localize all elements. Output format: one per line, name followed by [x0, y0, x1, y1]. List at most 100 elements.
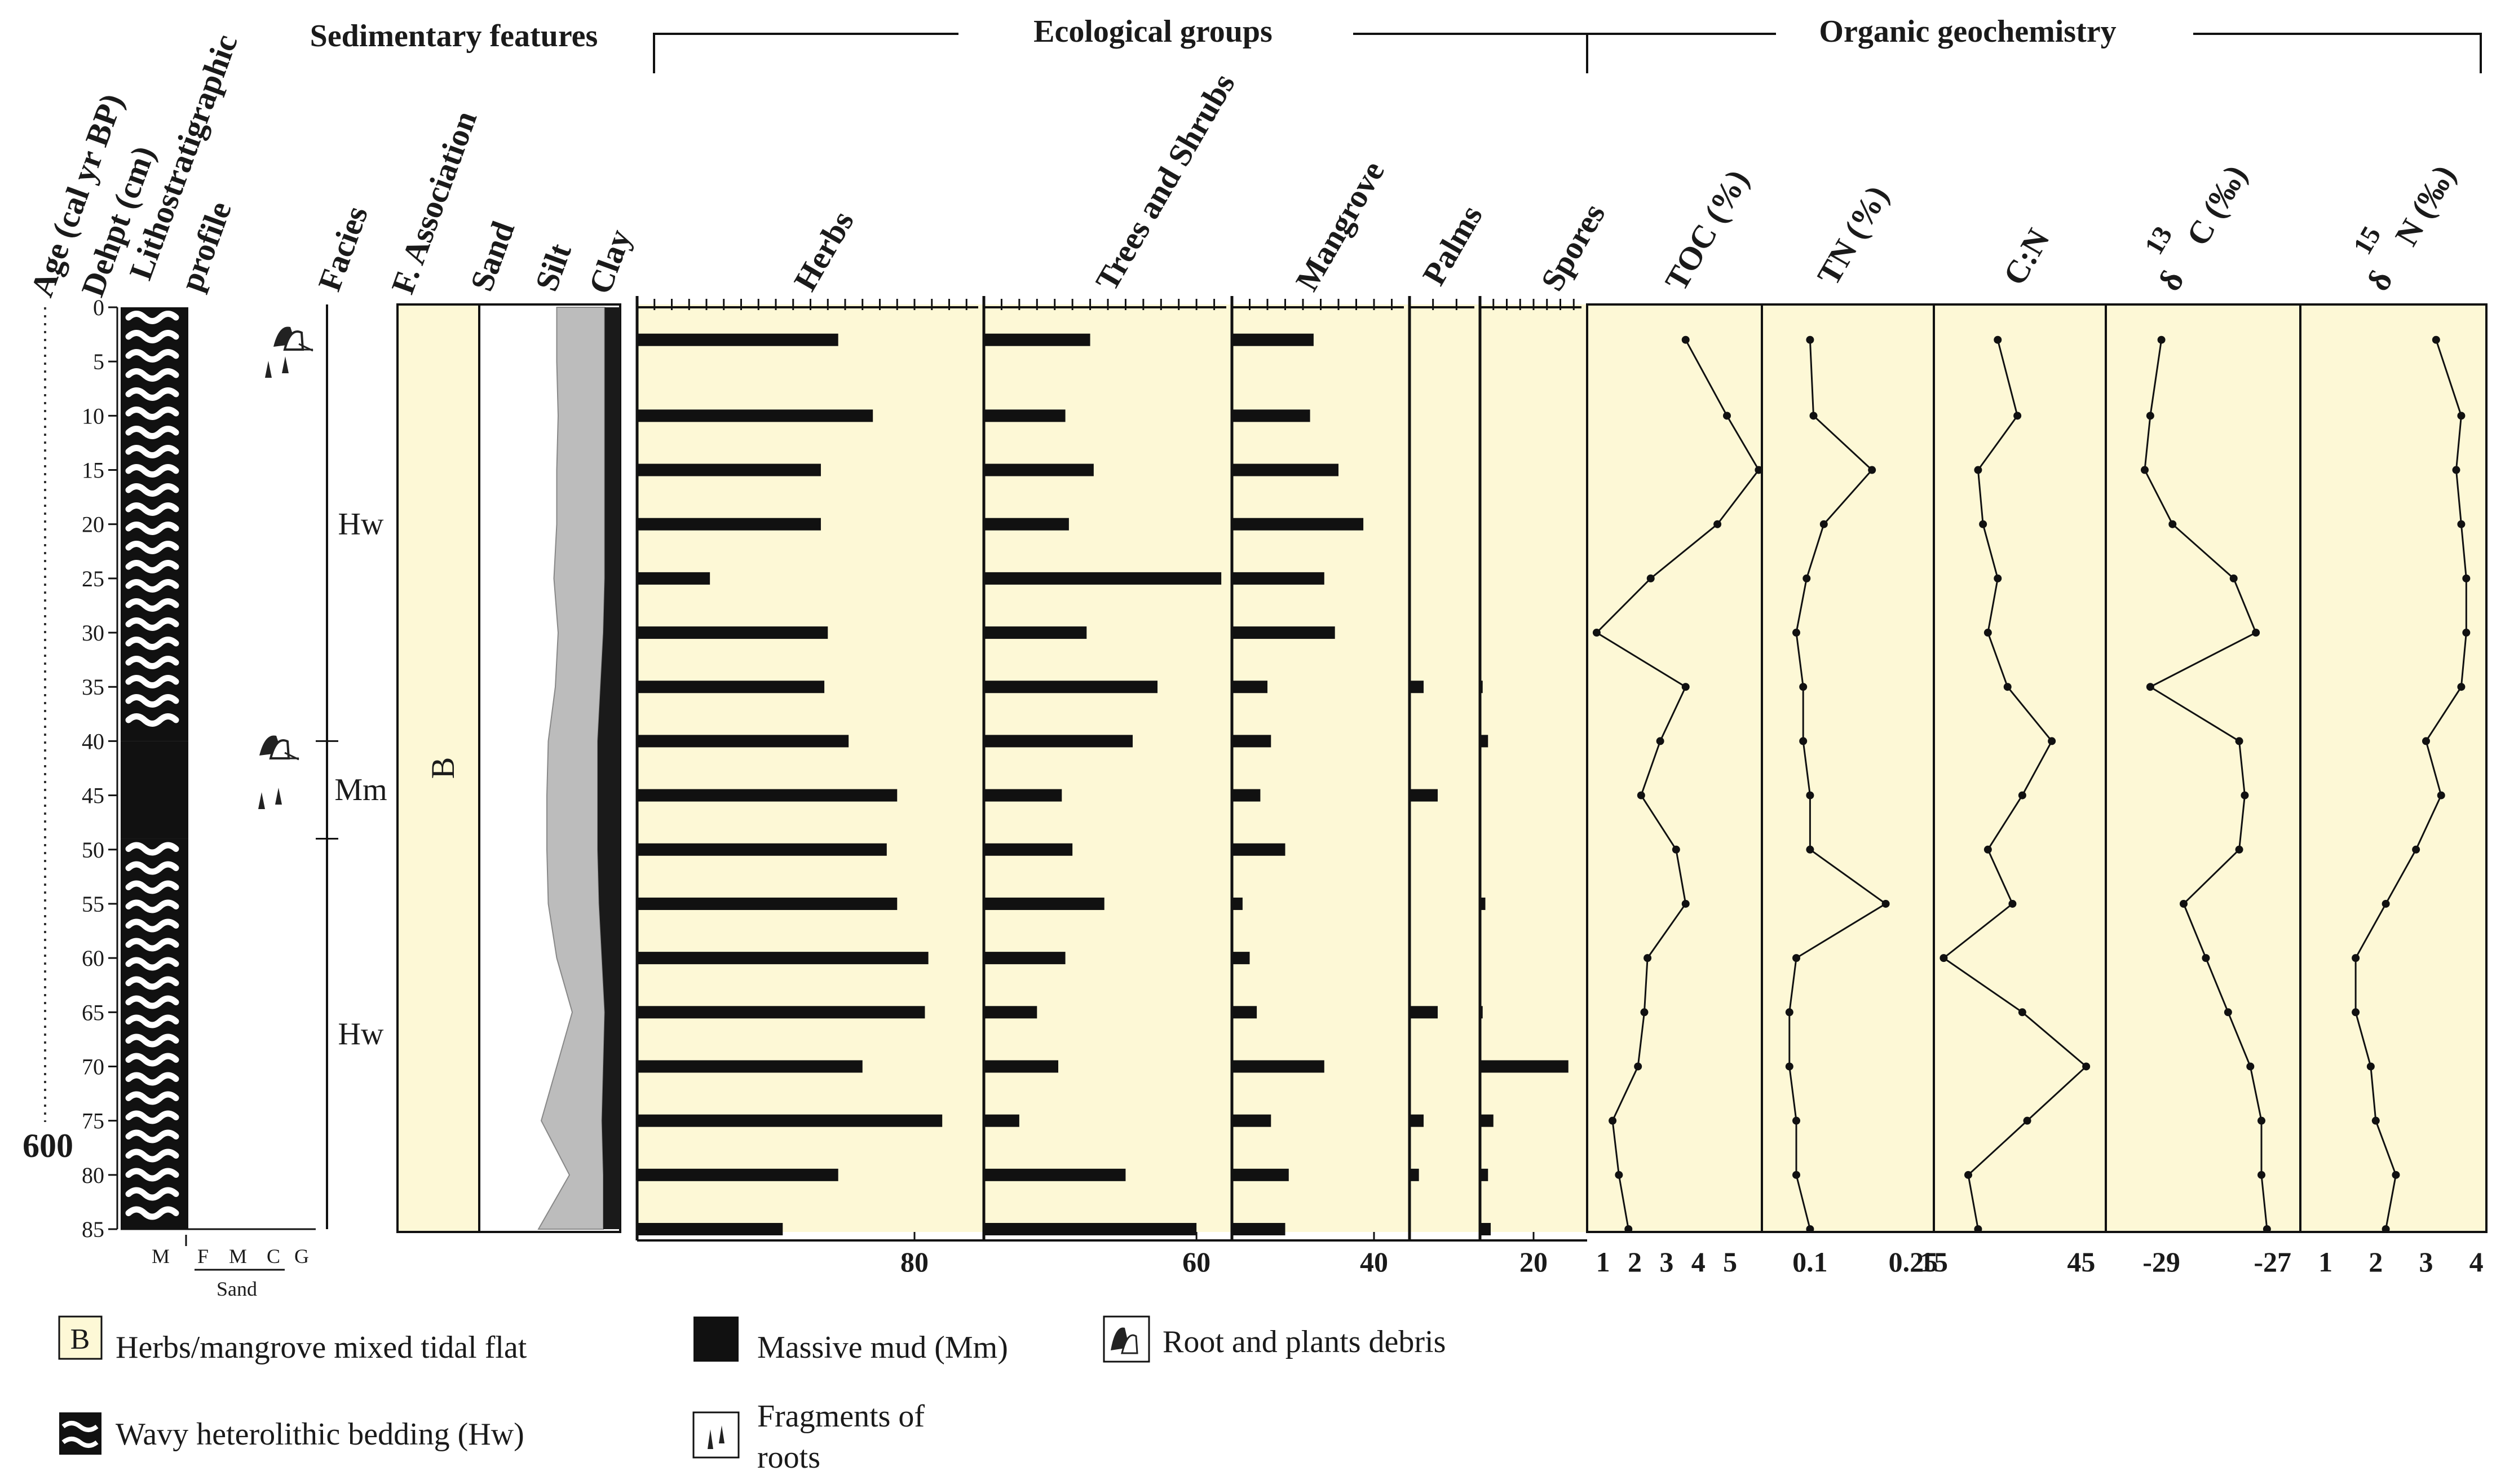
bar-herbs — [637, 735, 849, 748]
geo-point — [1964, 1171, 1972, 1179]
litho-unit-massive — [121, 741, 188, 839]
bar-herbs — [637, 1060, 863, 1073]
geo-point — [2263, 1225, 2271, 1233]
geo-point — [2452, 466, 2460, 474]
geo-tick-label: 1 — [1596, 1246, 1610, 1278]
wavy-bedding-mark — [125, 1110, 179, 1124]
geo-point — [2382, 1225, 2390, 1233]
header-d13c-sup: 13 — [2139, 221, 2179, 259]
header-palms: Palms — [1415, 199, 1490, 292]
wavy-bedding-mark — [125, 1149, 179, 1163]
geo-point — [1806, 845, 1814, 854]
geo-point — [1723, 412, 1731, 420]
geo-point — [1792, 954, 1800, 962]
header-clay: Clay — [581, 224, 638, 298]
depth-tick-label: 10 — [82, 403, 104, 429]
geo-point — [1634, 1062, 1642, 1071]
geo-point — [1809, 412, 1818, 420]
bar-trees-and-shrubs — [984, 789, 1062, 802]
geo-tick-label: 3 — [1659, 1246, 1673, 1278]
wavy-bedding-mark — [125, 407, 179, 420]
header-d15n-sup: 15 — [2348, 221, 2387, 259]
wavy-bedding-mark — [125, 656, 179, 669]
legend-b-swatch — [58, 1315, 103, 1360]
wavy-bedding-mark — [125, 349, 179, 363]
geo-point — [2229, 574, 2238, 582]
legend-mm-text: Massive mud (Mm) — [757, 1330, 1008, 1365]
grain-label-c: C — [267, 1245, 280, 1267]
lithology-column — [121, 307, 316, 1230]
bar-herbs — [637, 409, 873, 422]
bar-herbs — [637, 1168, 838, 1181]
legend-mm-swatch — [693, 1317, 739, 1362]
wavy-bedding-mark — [125, 483, 179, 497]
grain-axis: M F M C G Sand — [152, 1235, 309, 1300]
header-cn: C:N — [1996, 223, 2057, 292]
geo-point — [1792, 1116, 1800, 1125]
header-tn: TN (%) — [1810, 179, 1896, 292]
wavy-bedding-mark — [125, 1129, 179, 1143]
geo-point — [2392, 1171, 2400, 1179]
bar-trees-and-shrubs — [984, 626, 1087, 639]
geo-point — [2146, 683, 2154, 691]
wavy-bedding-mark — [125, 957, 179, 971]
eco-panel-bg — [637, 304, 1587, 1232]
bar-palms — [1410, 1006, 1438, 1019]
geo-tick-label: 3 — [2419, 1246, 2433, 1278]
root-debris-icon — [273, 326, 313, 352]
depth-tick-label: 0 — [93, 295, 104, 320]
header-trees: Trees and Shrubs — [1088, 67, 1242, 297]
bar-herbs — [637, 1223, 783, 1235]
geo-point — [1799, 683, 1808, 691]
depth-tick-label: 35 — [82, 674, 104, 700]
wavy-bedding-mark — [125, 464, 179, 478]
bar-mangrove — [1232, 1168, 1289, 1181]
geo-point — [1994, 335, 2002, 344]
geo-point — [2141, 466, 2149, 474]
bar-spores — [1480, 1060, 1569, 1073]
depth-tick-label: 5 — [93, 349, 104, 374]
wavy-bedding-mark — [125, 995, 179, 1009]
depth-tick-label: 40 — [82, 728, 104, 754]
geo-point — [2202, 954, 2210, 962]
geo-tick-label: 2 — [1628, 1246, 1642, 1278]
geo-tick-label: 45 — [2067, 1246, 2095, 1278]
facies-column: Hw Mm Hw — [316, 304, 387, 1229]
geo-point — [2246, 1062, 2255, 1071]
wavy-bedding-mark — [125, 502, 179, 516]
wavy-bedding-mark — [125, 637, 179, 650]
bar-trees-and-shrubs — [984, 735, 1133, 748]
geo-point — [1983, 629, 1992, 637]
geo-tick-label: -29 — [2142, 1246, 2180, 1278]
bar-mangrove — [1232, 735, 1271, 748]
wavy-bedding-mark — [125, 713, 179, 727]
wavy-bedding-mark — [125, 445, 179, 458]
wavy-bedding-mark — [125, 368, 179, 382]
geo-point — [2048, 737, 2056, 745]
geo-tick-label: 0.1 — [1792, 1246, 1828, 1278]
wavy-bedding-mark — [125, 387, 179, 401]
bar-trees-and-shrubs — [984, 681, 1157, 694]
geo-point — [2013, 412, 2022, 420]
depth-tick-label: 30 — [82, 620, 104, 646]
bar-palms — [1410, 1168, 1419, 1181]
bar-herbs — [637, 843, 887, 856]
bar-herbs — [637, 897, 898, 910]
geo-point — [2457, 683, 2466, 691]
geo-point — [1672, 845, 1680, 854]
geo-point — [2023, 1116, 2031, 1125]
bar-mangrove — [1232, 681, 1267, 694]
age-marker: 600 — [23, 1127, 73, 1164]
grain-label-g: G — [294, 1245, 309, 1267]
geo-point — [2257, 1116, 2265, 1125]
header-d13c: C (‰) — [2179, 158, 2254, 251]
bar-mangrove — [1232, 626, 1335, 639]
geo-point — [1637, 791, 1645, 800]
wavy-bedding-mark — [125, 918, 179, 933]
bar-palms — [1410, 1114, 1424, 1127]
bar-spores — [1480, 681, 1483, 694]
geo-point — [1868, 466, 1876, 474]
grain-label-m: M — [152, 1245, 170, 1267]
geo-point — [2432, 335, 2440, 344]
